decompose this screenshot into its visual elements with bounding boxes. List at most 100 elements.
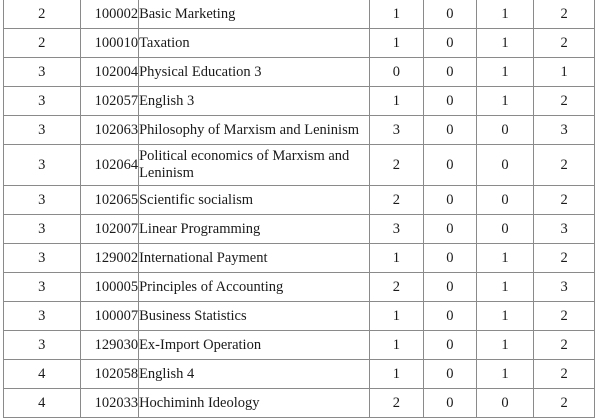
cell-credits: 3 xyxy=(533,115,595,145)
cell-course-code: 102033 xyxy=(79,388,140,418)
cell-course-code: 102007 xyxy=(79,214,140,244)
table-row: 4 102033 Hochiminh Ideology 2 0 0 2 xyxy=(3,388,595,418)
cell-lab: 0 xyxy=(475,144,535,186)
cell-lab: 1 xyxy=(475,86,535,116)
table-row: 3 129030 Ex-Import Operation 1 0 1 2 xyxy=(3,330,595,360)
cell-lab: 0 xyxy=(475,214,535,244)
cell-semester: 3 xyxy=(3,301,81,331)
cell-credits: 2 xyxy=(533,301,595,331)
cell-lab: 0 xyxy=(475,388,535,418)
cell-semester: 3 xyxy=(3,272,81,302)
cell-lecture: 0 xyxy=(368,57,424,87)
cell-lab: 1 xyxy=(475,272,535,302)
cell-course-name: Business Statistics xyxy=(138,301,370,331)
cell-practice: 0 xyxy=(422,301,477,331)
cell-semester: 3 xyxy=(3,86,81,116)
cell-lab: 0 xyxy=(475,115,535,145)
cell-practice: 0 xyxy=(422,214,477,244)
cell-semester: 2 xyxy=(3,0,81,29)
cell-course-code: 100005 xyxy=(79,272,140,302)
cell-course-code: 102063 xyxy=(79,115,140,145)
table-row: 3 102064 Political economics of Marxism an… xyxy=(3,144,595,186)
table-row: 3 100007 Business Statistics 1 0 1 2 xyxy=(3,301,595,331)
cell-lecture: 1 xyxy=(368,243,424,273)
cell-semester: 4 xyxy=(3,388,81,418)
cell-semester: 3 xyxy=(3,57,81,87)
cell-credits: 2 xyxy=(533,86,595,116)
cell-practice: 0 xyxy=(422,28,477,58)
cell-credits: 2 xyxy=(533,144,595,186)
cell-lab: 1 xyxy=(475,28,535,58)
cell-semester: 3 xyxy=(3,330,81,360)
cell-credits: 3 xyxy=(533,214,595,244)
cell-credits: 1 xyxy=(533,57,595,87)
table-row: 2 100002 Basic Marketing 1 0 1 2 xyxy=(3,0,595,29)
cell-course-name: Scientific socialism xyxy=(138,185,370,215)
cell-practice: 0 xyxy=(422,330,477,360)
cell-lecture: 1 xyxy=(368,0,424,29)
cell-practice: 0 xyxy=(422,243,477,273)
table-row: 3 102007 Linear Programming 3 0 0 3 xyxy=(3,214,595,244)
cell-credits: 2 xyxy=(533,243,595,273)
cell-lecture: 3 xyxy=(368,214,424,244)
table-row: 3 102065 Scientific socialism 2 0 0 2 xyxy=(3,185,595,215)
cell-course-code: 102058 xyxy=(79,359,140,389)
cell-lecture: 1 xyxy=(368,359,424,389)
cell-course-name: Political economics of Marxism and Lenin… xyxy=(138,144,370,186)
cell-course-name: International Payment xyxy=(138,243,370,273)
table-row: 3 100005 Principles of Accounting 2 0 1 3 xyxy=(3,272,595,302)
cell-lab: 1 xyxy=(475,0,535,29)
table-row: 3 102063 Philosophy of Marxism and Leninis… xyxy=(3,115,595,145)
cell-course-name: Principles of Accounting xyxy=(138,272,370,302)
cell-course-code: 102065 xyxy=(79,185,140,215)
cell-semester: 3 xyxy=(3,115,81,145)
cell-semester: 4 xyxy=(3,359,81,389)
cell-course-name: Ex-Import Operation xyxy=(138,330,370,360)
cell-lecture: 1 xyxy=(368,301,424,331)
cell-course-name: Philosophy of Marxism and Leninism xyxy=(138,115,370,145)
cell-practice: 0 xyxy=(422,388,477,418)
cell-course-name: Linear Programming xyxy=(138,214,370,244)
cell-practice: 0 xyxy=(422,144,477,186)
cell-credits: 2 xyxy=(533,28,595,58)
cell-course-code: 102057 xyxy=(79,86,140,116)
cell-lab: 1 xyxy=(475,243,535,273)
cell-course-code: 102004 xyxy=(79,57,140,87)
cell-practice: 0 xyxy=(422,57,477,87)
cell-lecture: 2 xyxy=(368,272,424,302)
cell-lecture: 2 xyxy=(368,388,424,418)
cell-course-name: English 3 xyxy=(138,86,370,116)
cell-semester: 3 xyxy=(3,243,81,273)
cell-course-name: Taxation xyxy=(138,28,370,58)
cell-course-code: 129030 xyxy=(79,330,140,360)
cell-lecture: 2 xyxy=(368,185,424,215)
cell-lecture: 1 xyxy=(368,330,424,360)
cell-practice: 0 xyxy=(422,115,477,145)
cell-lab: 1 xyxy=(475,57,535,87)
cell-credits: 2 xyxy=(533,359,595,389)
cell-semester: 2 xyxy=(3,28,81,58)
cell-course-code: 100010 xyxy=(79,28,140,58)
cell-lecture: 2 xyxy=(368,144,424,186)
cell-lab: 1 xyxy=(475,330,535,360)
cell-credits: 3 xyxy=(533,272,595,302)
cell-practice: 0 xyxy=(422,272,477,302)
cell-course-code: 102064 xyxy=(79,144,140,186)
cell-semester: 3 xyxy=(3,214,81,244)
cell-course-code: 100002 xyxy=(79,0,140,29)
table-row: 3 129002 International Payment 1 0 1 2 xyxy=(3,243,595,273)
curriculum-table: 2 100002 Basic Marketing 1 0 1 2 2 100010 Taxatio… xyxy=(3,0,595,418)
cell-lecture: 3 xyxy=(368,115,424,145)
curriculum-table-container: 2 100002 Basic Marketing 1 0 1 2 2 100010 Taxatio… xyxy=(3,0,595,418)
cell-course-name: English 4 xyxy=(138,359,370,389)
cell-lab: 0 xyxy=(475,185,535,215)
cell-course-code: 129002 xyxy=(79,243,140,273)
cell-practice: 0 xyxy=(422,0,477,29)
cell-lecture: 1 xyxy=(368,28,424,58)
cell-course-name: Physical Education 3 xyxy=(138,57,370,87)
cell-course-code: 100007 xyxy=(79,301,140,331)
cell-lecture: 1 xyxy=(368,86,424,116)
